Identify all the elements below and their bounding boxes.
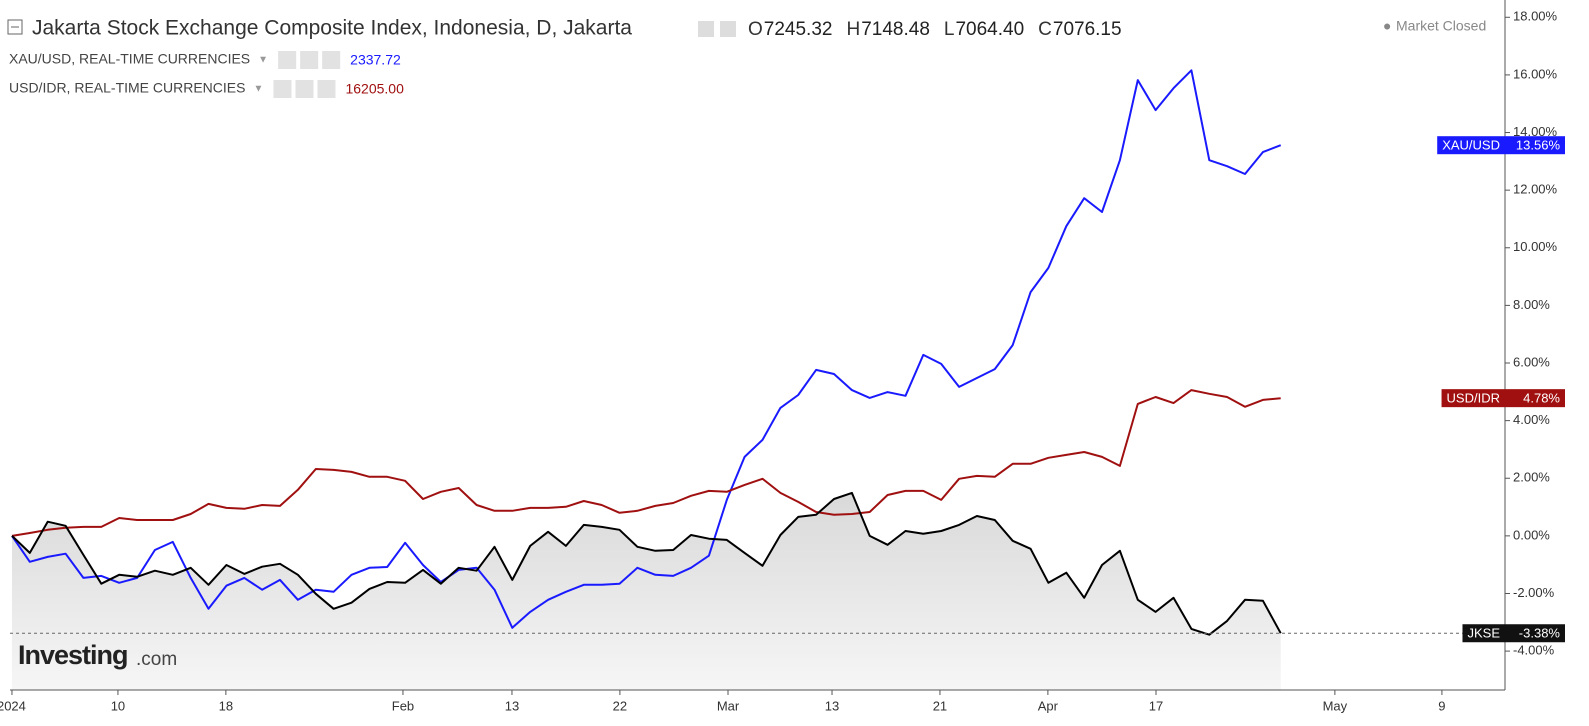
- legend-icon[interactable]: [317, 80, 336, 98]
- x-tick-label: Apr: [1038, 698, 1059, 713]
- y-tick-label: 10.00%: [1513, 239, 1558, 254]
- x-tick-label: 13: [505, 698, 519, 713]
- watermark-suffix: .com: [136, 649, 177, 670]
- end-label-value: -3.38%: [1519, 626, 1561, 641]
- x-tick-label: 17: [1149, 698, 1163, 713]
- x-tick-label: 22: [613, 698, 627, 713]
- legend-icon[interactable]: [273, 80, 292, 98]
- chart-title: Jakarta Stock Exchange Composite Index, …: [32, 17, 632, 40]
- end-label-name: JKSE: [1467, 626, 1500, 641]
- end-label-box: [1437, 136, 1565, 155]
- legend-icon[interactable]: [278, 51, 297, 69]
- y-tick-label: -2.00%: [1513, 585, 1555, 600]
- ohlc-value: 7064.40: [955, 19, 1024, 40]
- legend-value: 2337.72: [350, 52, 401, 68]
- line: [11, 491, 1282, 636]
- legend-icon[interactable]: [300, 51, 319, 69]
- area-layer: [11, 492, 1281, 690]
- end-label-name: XAU/USD: [1442, 138, 1500, 153]
- x-tick-label: 21: [933, 698, 947, 713]
- y-tick-label: 4.00%: [1513, 412, 1550, 427]
- end-label-value: 4.78%: [1523, 391, 1560, 406]
- x-tick-label: Mar: [717, 698, 740, 713]
- header-icon[interactable]: [698, 21, 714, 37]
- watermark-brand: Investing: [18, 640, 128, 670]
- legend-value: 16205.00: [345, 81, 404, 97]
- ohlc-label: H: [846, 19, 860, 40]
- end-label-box: [1441, 389, 1565, 408]
- x-tick-label: 18: [219, 698, 233, 713]
- x-tick-label: 10: [111, 698, 125, 713]
- x-tick-label: 2024: [0, 698, 26, 713]
- y-tick-label: 8.00%: [1513, 297, 1550, 312]
- y-tick-label: 16.00%: [1513, 66, 1558, 81]
- header-icon[interactable]: [720, 21, 736, 37]
- x-tick-label: Feb: [392, 698, 414, 713]
- ohlc-label: O: [748, 19, 763, 40]
- y-tick-label: -4.00%: [1513, 643, 1555, 658]
- ohlc-value: 7148.48: [861, 19, 930, 40]
- legend-caret: ▼: [258, 55, 268, 66]
- line: [11, 69, 1282, 629]
- legend: XAU/USD, REAL-TIME CURRENCIES ▼ 2337.72 USD…: [9, 51, 404, 98]
- y-tick-label: 6.00%: [1513, 354, 1550, 369]
- y-tick-label: 12.00%: [1513, 182, 1558, 197]
- y-tick-label: 0.00%: [1513, 527, 1550, 542]
- collapse-icon[interactable]: [7, 19, 23, 35]
- legend-caret: ▼: [253, 84, 263, 95]
- ohlc-value: 7245.32: [764, 19, 833, 40]
- x-tick-label: May: [1323, 698, 1348, 713]
- ohlc-value: 7076.15: [1053, 19, 1122, 40]
- end-label-name: USD/IDR: [1447, 391, 1500, 406]
- y-tick-label: 18.00%: [1513, 9, 1558, 24]
- line: [11, 389, 1281, 537]
- status-dot: ●: [1383, 18, 1391, 34]
- end-label-box: [1462, 624, 1565, 643]
- legend-name: USD/IDR, REAL-TIME CURRENCIES: [9, 80, 245, 96]
- ohlc-label: C: [1038, 19, 1052, 40]
- legend-icon[interactable]: [322, 51, 341, 69]
- x-tick-label: 9: [1438, 698, 1445, 713]
- ohlc: O 7245.32 H 7148.48 L 7064.40 C 7076.15: [698, 19, 1122, 40]
- y-tick-label: 14.00%: [1513, 124, 1558, 139]
- x-tick-label: 13: [825, 698, 839, 713]
- area: [11, 492, 1281, 690]
- y-tick-label: 2.00%: [1513, 470, 1550, 485]
- market-status: Market Closed: [1396, 18, 1486, 34]
- ohlc-label: L: [944, 19, 955, 40]
- legend-icon[interactable]: [295, 80, 314, 98]
- end-label-value: 13.56%: [1516, 138, 1561, 153]
- legend-name: XAU/USD, REAL-TIME CURRENCIES: [9, 51, 250, 67]
